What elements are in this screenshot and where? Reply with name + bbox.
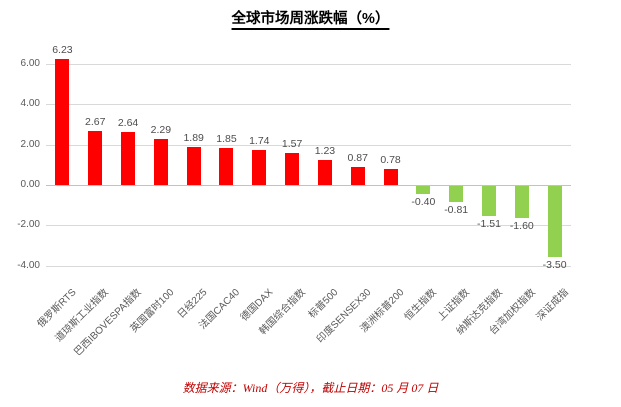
bar (547, 186, 562, 257)
bar (285, 153, 300, 185)
bar-value-label: -1.60 (509, 220, 534, 233)
y-axis-tick-label: 2.00 (20, 138, 40, 150)
bar (449, 186, 464, 203)
bar-value-label: -0.81 (444, 204, 469, 217)
zero-axis-line (46, 185, 571, 186)
bar (219, 147, 234, 185)
gridline (46, 265, 571, 267)
bar-value-label: 6.23 (52, 44, 73, 57)
bar-value-label: 1.57 (281, 138, 303, 151)
y-axis-tick-label: 0.00 (20, 179, 40, 190)
bar-value-label: -3.50 (542, 258, 567, 271)
bar (350, 167, 365, 185)
bar-value-label: 0.87 (347, 152, 368, 165)
bar (383, 169, 398, 185)
gridline (46, 225, 571, 227)
gridline (46, 64, 571, 66)
bar (88, 131, 103, 185)
data-source-note: 数据来源：Wind（万得），截止日期：05 月 07 日 (182, 381, 439, 395)
bar (186, 146, 201, 185)
bar-value-label: 2.29 (150, 123, 172, 136)
y-axis-tick-label: 4.00 (20, 98, 40, 110)
bar-value-label: 2.64 (117, 116, 139, 129)
bar-value-label: 1.74 (249, 134, 270, 147)
bar-value-label: 1.23 (314, 145, 336, 158)
bar-value-label: 1.85 (216, 132, 237, 145)
bar-value-label: 1.89 (183, 131, 204, 144)
gridline (46, 104, 571, 106)
bar (514, 186, 529, 219)
chart-title: 全球市场周涨跌幅（%） (0, 7, 621, 28)
bar (252, 149, 267, 185)
y-axis-tick-label: -4.00 (17, 259, 40, 271)
chart-title-text: 全球市场周涨跌幅（%） (231, 11, 390, 27)
bar-value-label: 0.78 (380, 154, 401, 167)
x-axis-label: 恒生指数 (403, 287, 440, 324)
bar (481, 186, 496, 217)
bar (121, 131, 136, 185)
x-axis-label: 深证成指 (534, 287, 571, 324)
bar-value-label: 2.67 (85, 116, 106, 129)
bar (55, 59, 70, 185)
gridline (46, 144, 571, 146)
bar (153, 138, 168, 185)
bar-value-label: -1.51 (477, 218, 501, 231)
bar-value-label: -0.40 (411, 196, 436, 209)
y-axis-tick-label: 6.00 (20, 58, 40, 70)
bar (416, 186, 431, 195)
bar (317, 160, 332, 185)
y-axis-tick-label: -2.00 (17, 219, 40, 231)
